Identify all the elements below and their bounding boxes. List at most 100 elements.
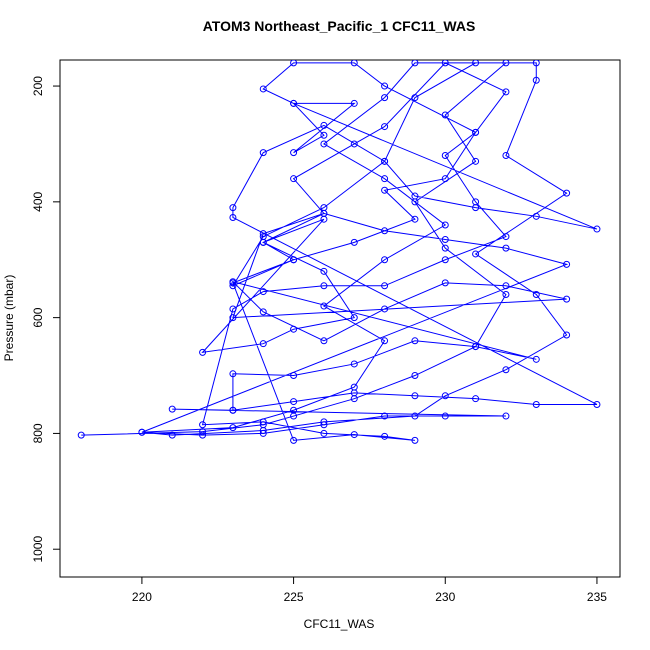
- data-point: [320, 302, 328, 310]
- data-point: [259, 418, 267, 426]
- data-point: [290, 60, 298, 67]
- plot-frame: [59, 59, 621, 578]
- data-point: [441, 60, 449, 67]
- data-point: [350, 99, 358, 107]
- data-point: [350, 389, 358, 397]
- data-point: [290, 256, 298, 264]
- data-point: [502, 233, 510, 241]
- data-point: [259, 288, 267, 296]
- data-point: [441, 392, 449, 400]
- data-point: [290, 99, 298, 107]
- data-point: [381, 282, 389, 290]
- data-point: [199, 348, 207, 356]
- data-point: [381, 186, 389, 194]
- data-point: [411, 94, 419, 102]
- data-point: [77, 431, 85, 439]
- data-point: [502, 244, 510, 252]
- data-point: [320, 131, 328, 139]
- data-point: [138, 428, 146, 436]
- data-point: [411, 372, 419, 380]
- data-point: [381, 94, 389, 102]
- data-point: [229, 424, 237, 432]
- data-point: [411, 215, 419, 223]
- data-point: [563, 295, 571, 303]
- data-point: [320, 421, 328, 429]
- x-tick-label: 230: [435, 590, 455, 604]
- data-point: [320, 121, 328, 129]
- data-point: [320, 337, 328, 345]
- y-tick-label: 800: [31, 423, 45, 443]
- data-point: [350, 238, 358, 246]
- data-point: [441, 412, 449, 420]
- data-point: [290, 325, 298, 333]
- data-point: [229, 282, 237, 290]
- data-point: [229, 305, 237, 313]
- data-point: [472, 250, 480, 258]
- y-tick-label: 400: [31, 192, 45, 212]
- data-point: [502, 412, 510, 420]
- data-point: [381, 256, 389, 264]
- x-tick-label: 220: [132, 590, 152, 604]
- data-point: [441, 235, 449, 243]
- data-point: [168, 405, 176, 413]
- data-point: [259, 427, 267, 435]
- data-line: [81, 62, 598, 441]
- data-point: [290, 149, 298, 157]
- data-point: [229, 406, 237, 414]
- y-tick-label: 1000: [31, 536, 45, 563]
- data-point: [563, 260, 571, 268]
- data-point: [381, 123, 389, 131]
- data-point: [259, 238, 267, 246]
- data-point: [472, 128, 480, 136]
- y-axis-label: Pressure (mbar): [2, 275, 16, 362]
- data-point: [411, 392, 419, 400]
- data-point: [259, 230, 267, 238]
- data-point: [411, 60, 419, 67]
- data-point: [290, 406, 298, 414]
- data-point: [381, 175, 389, 183]
- data-point: [229, 278, 237, 286]
- data-point: [441, 111, 449, 119]
- data-point: [320, 418, 328, 426]
- data-point: [472, 343, 480, 351]
- data-point: [563, 331, 571, 339]
- x-tick-label: 235: [587, 590, 607, 604]
- data-point: [502, 282, 510, 290]
- data-point: [532, 212, 540, 220]
- data-point: [441, 175, 449, 183]
- data-point: [290, 175, 298, 183]
- data-point: [320, 140, 328, 148]
- data-point: [502, 88, 510, 96]
- data-point: [472, 395, 480, 403]
- data-point: [532, 60, 540, 67]
- data-point: [381, 432, 389, 440]
- data-point: [350, 140, 358, 148]
- data-point: [381, 82, 389, 90]
- data-point: [259, 308, 267, 316]
- data-point: [563, 189, 571, 197]
- data-point: [502, 366, 510, 374]
- data-point: [229, 213, 237, 221]
- data-point: [593, 400, 601, 408]
- data-point: [320, 209, 328, 217]
- data-point: [320, 429, 328, 437]
- data-point: [532, 76, 540, 84]
- data-point: [259, 149, 267, 157]
- y-tick-label: 200: [31, 76, 45, 96]
- data-point: [168, 431, 176, 439]
- data-point: [502, 60, 510, 67]
- data-point: [199, 428, 207, 436]
- data-point: [381, 227, 389, 235]
- y-tick-label: 600: [31, 307, 45, 327]
- data-point: [532, 355, 540, 363]
- data-point: [411, 412, 419, 420]
- data-point: [199, 431, 207, 439]
- data-point: [532, 290, 540, 298]
- data-point: [441, 221, 449, 229]
- data-point: [472, 60, 480, 67]
- data-point: [472, 157, 480, 165]
- x-tick-label: 225: [284, 590, 304, 604]
- data-point: [320, 282, 328, 290]
- data-point: [593, 225, 601, 233]
